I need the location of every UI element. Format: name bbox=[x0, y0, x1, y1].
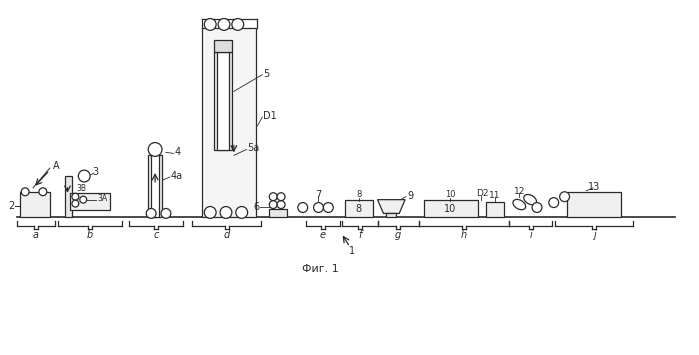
Text: 1: 1 bbox=[349, 246, 355, 256]
Circle shape bbox=[72, 200, 79, 207]
Text: c: c bbox=[153, 230, 159, 240]
Text: 13: 13 bbox=[588, 182, 600, 192]
Bar bbox=[151, 155, 159, 217]
Circle shape bbox=[220, 207, 232, 218]
Text: d: d bbox=[224, 230, 230, 240]
Circle shape bbox=[148, 143, 162, 156]
Bar bbox=[71, 193, 110, 211]
Polygon shape bbox=[377, 200, 405, 213]
Bar bbox=[567, 192, 621, 217]
Text: g: g bbox=[395, 230, 401, 240]
Circle shape bbox=[549, 198, 559, 208]
Bar bbox=[217, 52, 229, 151]
Text: 5: 5 bbox=[264, 69, 270, 79]
Circle shape bbox=[532, 203, 542, 212]
Text: b: b bbox=[87, 230, 93, 240]
Text: 8: 8 bbox=[356, 203, 362, 213]
Circle shape bbox=[72, 193, 79, 200]
Text: 9: 9 bbox=[407, 191, 413, 201]
Text: 12: 12 bbox=[514, 187, 525, 196]
Circle shape bbox=[80, 196, 87, 203]
Text: e: e bbox=[320, 230, 326, 240]
Text: j: j bbox=[593, 230, 596, 240]
Bar bbox=[424, 200, 478, 217]
Text: A: A bbox=[53, 161, 60, 171]
Circle shape bbox=[324, 203, 333, 212]
Circle shape bbox=[277, 193, 285, 201]
Circle shape bbox=[39, 188, 47, 196]
Circle shape bbox=[232, 18, 244, 30]
Circle shape bbox=[560, 192, 570, 202]
Text: f: f bbox=[358, 230, 361, 240]
Circle shape bbox=[146, 208, 156, 218]
Text: 3A: 3A bbox=[97, 194, 107, 203]
Text: 10: 10 bbox=[445, 190, 456, 199]
Text: Фиг. 1: Фиг. 1 bbox=[302, 263, 339, 274]
Circle shape bbox=[236, 207, 247, 218]
Bar bbox=[148, 155, 162, 217]
Ellipse shape bbox=[513, 200, 526, 210]
Bar bbox=[20, 192, 50, 217]
Ellipse shape bbox=[524, 195, 537, 205]
Circle shape bbox=[277, 201, 285, 208]
Bar bbox=[345, 200, 373, 217]
Bar bbox=[269, 209, 287, 217]
Bar bbox=[64, 176, 73, 217]
Text: 2: 2 bbox=[8, 201, 14, 211]
Text: 8: 8 bbox=[356, 190, 361, 199]
Text: a: a bbox=[33, 230, 39, 240]
Circle shape bbox=[204, 207, 216, 218]
Bar bbox=[387, 213, 396, 217]
Text: D1: D1 bbox=[264, 111, 277, 121]
Bar bbox=[214, 52, 232, 151]
Text: 5a: 5a bbox=[247, 143, 260, 153]
Text: h: h bbox=[461, 230, 467, 240]
Circle shape bbox=[218, 18, 230, 30]
Circle shape bbox=[314, 203, 324, 212]
Bar bbox=[486, 202, 503, 217]
Circle shape bbox=[269, 201, 277, 208]
Text: 4: 4 bbox=[175, 147, 181, 157]
Text: D2: D2 bbox=[475, 189, 488, 198]
Text: 3B: 3B bbox=[76, 184, 86, 193]
Circle shape bbox=[204, 18, 216, 30]
Bar bbox=[214, 40, 232, 52]
Text: i: i bbox=[529, 230, 532, 240]
Text: 7: 7 bbox=[315, 190, 322, 200]
Circle shape bbox=[298, 203, 308, 212]
Text: 6: 6 bbox=[253, 202, 259, 212]
Text: 10: 10 bbox=[445, 203, 456, 213]
Text: 11: 11 bbox=[489, 191, 500, 200]
Circle shape bbox=[269, 193, 277, 201]
Text: 3: 3 bbox=[92, 167, 98, 177]
Text: 4a: 4a bbox=[171, 171, 183, 181]
Circle shape bbox=[78, 170, 90, 182]
Circle shape bbox=[21, 188, 29, 196]
Bar bbox=[202, 28, 257, 217]
Circle shape bbox=[161, 208, 171, 218]
